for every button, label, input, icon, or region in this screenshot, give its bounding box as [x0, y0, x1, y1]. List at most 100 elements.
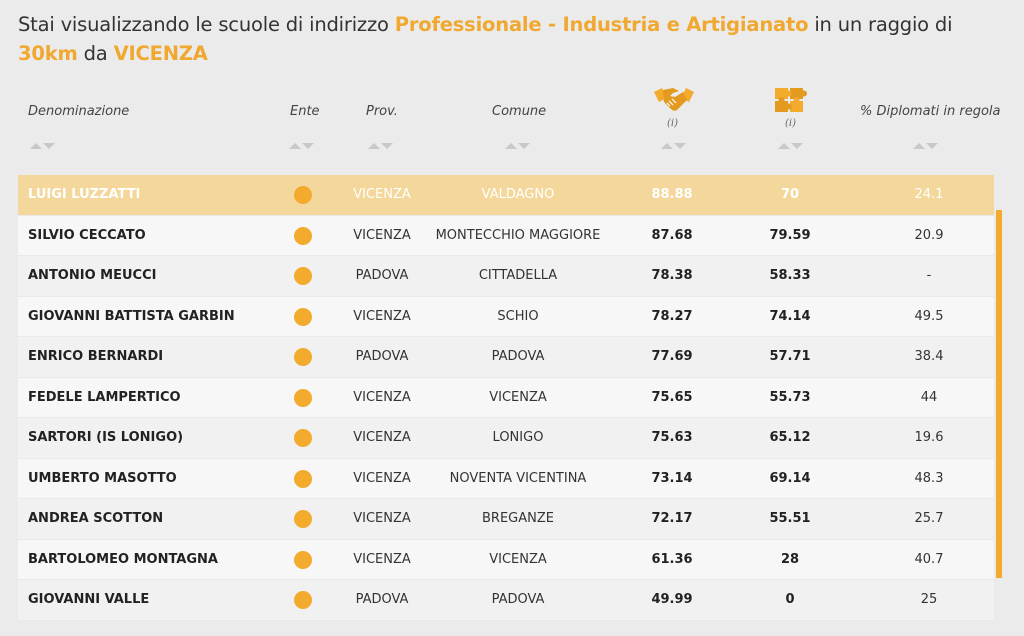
school-name: FEDELE LAMPERTICO — [28, 389, 181, 405]
school-name: GIOVANNI VALLE — [28, 592, 150, 607]
prov: VICENZA — [353, 389, 411, 405]
school-name: GIOVANNI BATTISTA GARBIN — [28, 308, 235, 324]
heading-text: in un raggio di — [808, 13, 953, 36]
ente-dot-icon — [294, 388, 312, 407]
diplomati-pct: 25 — [920, 592, 938, 607]
heading-raggio: 30km — [18, 42, 78, 65]
prov: PADOVA — [355, 349, 409, 364]
sort-arrows[interactable] — [913, 141, 939, 151]
score-2: 74.14 — [769, 308, 811, 324]
comune: MONTECCHIO MAGGIORE — [435, 227, 601, 243]
score-2: 65.12 — [769, 430, 811, 445]
comune: PADOVA — [491, 592, 545, 607]
comune: BREGANZE — [482, 511, 554, 526]
diplomati-pct: 19.6 — [914, 430, 944, 445]
comune: VALDAGNO — [481, 187, 555, 202]
sort-arrows[interactable] — [778, 141, 804, 151]
page-heading: Stai visualizzando le scuole di indirizz… — [18, 10, 1008, 68]
ente-dot-icon — [294, 510, 312, 528]
info-icon[interactable]: (i) — [667, 118, 679, 129]
score-1: 78.27 — [651, 308, 693, 324]
column-header-prov: Prov. — [366, 104, 398, 119]
comune: VICENZA — [489, 389, 547, 405]
score-1: 61.36 — [651, 551, 693, 567]
heading-text: Stai visualizzando le scuole di indirizz… — [18, 13, 395, 36]
diplomati-pct: 44 — [920, 389, 938, 405]
diplomati-pct: 49.5 — [914, 308, 944, 324]
ente-dot-icon — [294, 226, 312, 245]
score-2: 79.59 — [769, 227, 811, 243]
school-name: ANTONIO MEUCCI — [28, 268, 157, 283]
ente-dot-icon — [294, 267, 312, 285]
score-1: 87.68 — [651, 227, 693, 243]
school-name: ENRICO BERNARDI — [28, 349, 164, 364]
comune: LONIGO — [492, 430, 544, 445]
table-row[interactable]: GIOVANNI BATTISTA GARBIN VICENZA SCHIO 7… — [18, 296, 994, 337]
table-row[interactable]: SILVIO CECCATO VICENZA MONTECCHIO MAGGIO… — [18, 215, 994, 256]
score-2: 55.51 — [769, 511, 811, 526]
score-2: 55.73 — [769, 389, 811, 405]
school-name: LUIGI LUZZATTI — [28, 187, 141, 202]
school-name: SILVIO CECCATO — [28, 227, 146, 243]
diplomati-pct: 38.4 — [914, 349, 944, 364]
table-row[interactable]: BARTOLOMEO MONTAGNA VICENZA VICENZA 61.3… — [18, 539, 994, 580]
score-1: 72.17 — [651, 511, 693, 526]
comune: SCHIO — [497, 308, 539, 324]
table-row[interactable]: UMBERTO MASOTTO VICENZA NOVENTA VICENTIN… — [18, 458, 994, 499]
score-2: 0 — [785, 592, 795, 607]
school-name: SARTORI (IS LONIGO) — [28, 430, 184, 445]
heading-citta: VICENZA — [113, 42, 208, 65]
ente-dot-icon — [294, 591, 312, 609]
ente-dot-icon — [294, 429, 312, 447]
prov: VICENZA — [353, 430, 411, 445]
table-row[interactable]: FEDELE LAMPERTICO VICENZA VICENZA 75.65 … — [18, 377, 994, 418]
score-1: 78.38 — [651, 268, 693, 283]
table-row[interactable]: ANTONIO MEUCCI PADOVA CITTADELLA 78.38 5… — [18, 256, 994, 297]
school-name: BARTOLOMEO MONTAGNA — [28, 551, 218, 567]
score-2: 70 — [780, 187, 800, 202]
column-header-denominazione: Denominazione — [28, 104, 130, 119]
diplomati-pct: 48.3 — [914, 470, 944, 486]
table-row[interactable]: SARTORI (IS LONIGO) VICENZA LONIGO 75.63… — [18, 418, 994, 459]
school-table: LUIGI LUZZATTI VICENZA VALDAGNO 88.88 70… — [18, 175, 994, 621]
diplomati-pct: 25.7 — [914, 511, 944, 526]
table-header: Denominazione Ente Prov. Comune (i) (i) … — [0, 0, 1024, 170]
prov: VICENZA — [353, 227, 411, 243]
info-icon[interactable]: (i) — [785, 118, 797, 129]
sort-arrows[interactable] — [661, 141, 687, 151]
diplomati-pct: - — [926, 268, 932, 283]
prov: VICENZA — [353, 470, 411, 486]
score-2: 57.71 — [769, 349, 811, 364]
column-header-comune: Comune — [492, 104, 547, 119]
column-header-ente: Ente — [290, 104, 320, 119]
sort-arrows[interactable] — [505, 141, 531, 151]
diplomati-pct: 20.9 — [914, 227, 944, 243]
ente-dot-icon — [294, 307, 312, 326]
prov: VICENZA — [353, 551, 411, 567]
score-2: 69.14 — [769, 470, 811, 486]
sort-arrows[interactable] — [30, 141, 56, 151]
table-row[interactable]: LUIGI LUZZATTI VICENZA VALDAGNO 88.88 70… — [18, 175, 994, 216]
score-1: 77.69 — [651, 349, 693, 364]
prov: PADOVA — [355, 268, 409, 283]
sort-arrows[interactable] — [368, 141, 394, 151]
score-1: 75.63 — [651, 430, 693, 445]
prov: VICENZA — [353, 511, 411, 526]
comune: PADOVA — [491, 349, 545, 364]
ente-dot-icon — [294, 348, 312, 366]
school-name: ANDREA SCOTTON — [28, 511, 164, 526]
ente-dot-icon — [294, 469, 312, 488]
heading-text: da — [77, 42, 114, 65]
scrollbar[interactable] — [996, 210, 1002, 578]
score-1: 75.65 — [651, 389, 693, 405]
handshake-icon — [654, 88, 694, 111]
table-row[interactable]: ENRICO BERNARDI PADOVA PADOVA 77.69 57.7… — [18, 337, 994, 378]
score-1: 88.88 — [651, 187, 693, 202]
diplomati-pct: 40.7 — [914, 551, 944, 567]
table-row[interactable]: ANDREA SCOTTON VICENZA BREGANZE 72.17 55… — [18, 499, 994, 540]
score-1: 49.99 — [651, 592, 693, 607]
sort-arrows[interactable] — [289, 141, 315, 151]
table-row[interactable]: GIOVANNI VALLE PADOVA PADOVA 49.99 0 25 — [18, 580, 994, 621]
heading-indirizzo: Professionale - Industria e Artigianato — [394, 13, 809, 36]
diplomati-pct: 24.1 — [914, 187, 944, 202]
